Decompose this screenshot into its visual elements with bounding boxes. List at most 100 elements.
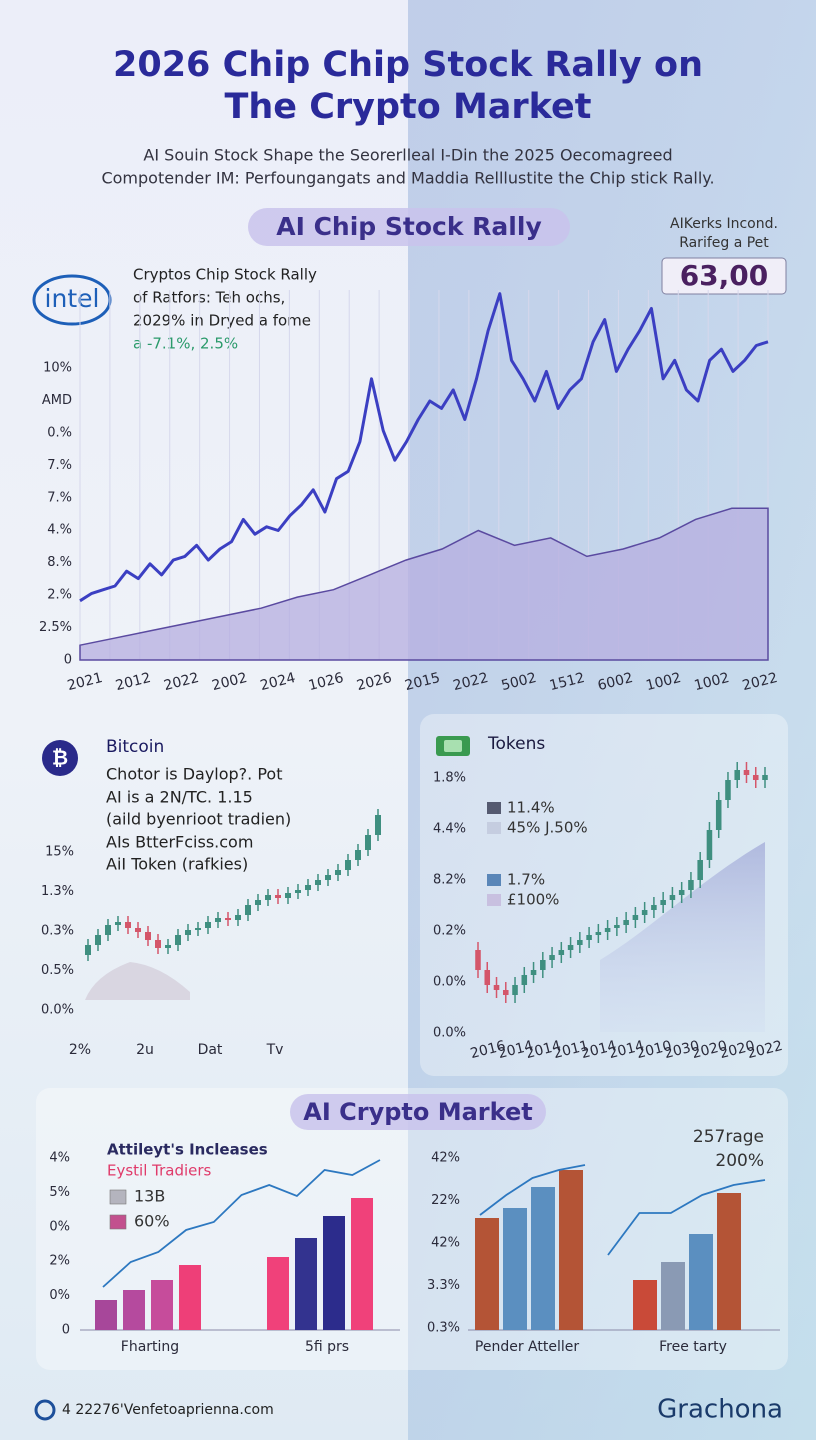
y-label: 15% xyxy=(45,845,74,860)
candle-body xyxy=(493,985,500,990)
section-title: AI Chip Stock Rally xyxy=(276,212,542,241)
y-label: 8.2% xyxy=(433,873,466,888)
y-label: 0.3% xyxy=(427,1321,460,1336)
bar xyxy=(661,1262,685,1330)
candle-body xyxy=(558,950,565,955)
candle-body xyxy=(315,880,321,885)
y-label: 0.3% xyxy=(41,924,74,939)
x-label: Tv xyxy=(266,1042,284,1058)
legend-label: 11.4% xyxy=(507,799,555,817)
x-label: Pender Atteller xyxy=(475,1339,579,1355)
candle-body xyxy=(225,918,231,920)
candle-body xyxy=(725,780,731,800)
bar xyxy=(717,1193,741,1330)
candle-body xyxy=(586,935,592,940)
candle-body xyxy=(145,932,151,940)
candle-body xyxy=(355,850,361,860)
y-label: 0 xyxy=(62,1323,70,1338)
footer-icon xyxy=(34,1399,56,1421)
candle-body xyxy=(375,815,381,835)
candle-body xyxy=(641,910,648,915)
y-label: 42% xyxy=(431,1236,460,1251)
tokens-icon-inner xyxy=(444,740,462,752)
note: Cryptos Chip Stock Rally xyxy=(133,266,317,284)
candle-body xyxy=(715,800,722,830)
note: AIs BtterFciss.com xyxy=(106,833,253,852)
y-label: 2.5% xyxy=(39,620,72,635)
title-line: 2026 Chip Chip Stock Rally on xyxy=(113,45,703,85)
note: (aild byenrioot tradien) xyxy=(106,810,291,829)
background-area xyxy=(600,842,765,1032)
legend-title: Attileyt's Incleases xyxy=(107,1141,268,1159)
chart-label: 257rage xyxy=(693,1127,764,1147)
note: 2029% in Dryed a fome xyxy=(133,312,311,330)
y-label: 22% xyxy=(431,1193,460,1208)
candle-body xyxy=(549,955,555,960)
bar xyxy=(267,1257,289,1330)
candle-body xyxy=(540,960,546,970)
y-label: 4.% xyxy=(47,523,72,538)
candle-body xyxy=(235,915,241,920)
x-label: Fharting xyxy=(121,1339,179,1355)
bar xyxy=(559,1170,583,1330)
legend-label: 60% xyxy=(134,1212,170,1231)
bar xyxy=(151,1280,173,1330)
y-label: 8.% xyxy=(47,555,72,570)
candle-body xyxy=(155,940,161,948)
candle-body xyxy=(484,970,491,985)
trend-line xyxy=(479,1164,586,1216)
legend-swatch xyxy=(109,1214,127,1230)
subtitle-line: AI Souin Stock Shape the Seorerlleal I-D… xyxy=(143,146,672,165)
candle-body xyxy=(743,770,750,775)
candle-body xyxy=(706,830,713,860)
candle-body xyxy=(255,900,261,905)
y-label: 7.% xyxy=(47,458,72,473)
y-label: 0.0% xyxy=(433,1026,466,1041)
value-box xyxy=(661,257,787,295)
section-badge xyxy=(290,1094,546,1130)
candle-body xyxy=(275,895,281,898)
y-label: 1.3% xyxy=(41,884,74,899)
candle-body xyxy=(604,928,611,932)
y-label: 3.3% xyxy=(427,1278,460,1293)
highlight: a -7.1%, 2.5% xyxy=(133,335,238,353)
candle-body xyxy=(502,990,509,995)
y-label: 0.2% xyxy=(433,924,466,939)
candle-body xyxy=(135,928,141,932)
candle-body xyxy=(125,922,131,928)
candle-body xyxy=(165,945,171,948)
candle-body xyxy=(762,775,768,780)
y-label: AMD xyxy=(42,393,72,408)
logo: intel xyxy=(45,284,100,313)
chart-label: 200% xyxy=(715,1151,764,1171)
candle-body xyxy=(335,870,341,875)
line xyxy=(79,292,769,603)
y-label: 10% xyxy=(43,361,72,376)
y-label: 4% xyxy=(49,1151,70,1166)
legend-swatch xyxy=(109,1189,127,1205)
footer-site: 4 22276'Venfetoaprienna.com xyxy=(62,1402,274,1418)
side-value: 63,00 xyxy=(680,259,769,292)
trend-line xyxy=(607,1179,766,1256)
y-label: 0 xyxy=(64,653,72,668)
candle-body xyxy=(295,890,301,893)
bar xyxy=(323,1216,345,1330)
candle-body xyxy=(205,922,211,928)
y-label: 0% xyxy=(49,1219,70,1234)
candle-body xyxy=(623,920,629,925)
y-label: 2% xyxy=(49,1254,70,1269)
x-label: 5fi prs xyxy=(305,1339,349,1355)
bar xyxy=(531,1187,555,1330)
candle-body xyxy=(688,880,694,890)
bitcoin-icon xyxy=(42,740,78,776)
y-label: 4.4% xyxy=(433,822,466,837)
candle-body xyxy=(305,885,311,890)
legend-swatch xyxy=(487,802,501,814)
candle-body xyxy=(734,770,741,780)
legend-label: 45% J.50% xyxy=(507,819,588,837)
candle-body xyxy=(95,935,101,945)
card-title: Bitcoin xyxy=(106,737,164,757)
candle-body xyxy=(245,905,251,915)
candle-body xyxy=(325,875,331,880)
y-label: 0.5% xyxy=(41,963,74,978)
